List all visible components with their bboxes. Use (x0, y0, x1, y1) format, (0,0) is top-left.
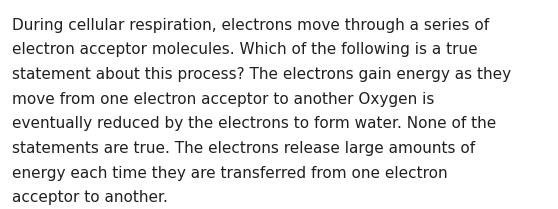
Text: electron acceptor molecules. Which of the following is a true: electron acceptor molecules. Which of th… (12, 42, 478, 57)
Text: During cellular respiration, electrons move through a series of: During cellular respiration, electrons m… (12, 18, 489, 33)
Text: acceptor to another.: acceptor to another. (12, 190, 168, 205)
Text: eventually reduced by the electrons to form water. None of the: eventually reduced by the electrons to f… (12, 116, 497, 131)
Text: move from one electron acceptor to another Oxygen is: move from one electron acceptor to anoth… (12, 92, 435, 107)
Text: statements are true. The electrons release large amounts of: statements are true. The electrons relea… (12, 141, 475, 156)
Text: statement about this process? The electrons gain energy as they: statement about this process? The electr… (12, 67, 511, 82)
Text: energy each time they are transferred from one electron: energy each time they are transferred fr… (12, 166, 448, 181)
